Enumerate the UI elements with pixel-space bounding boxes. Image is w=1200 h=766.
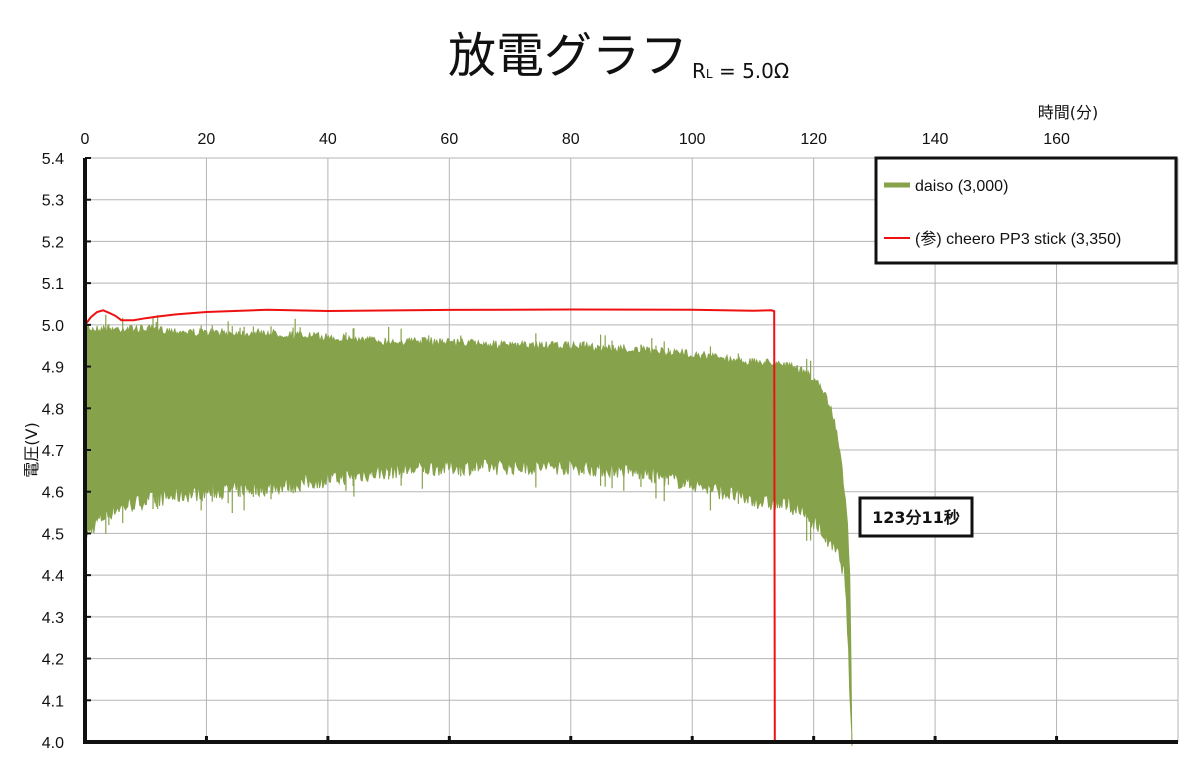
- subtitle-r: R: [692, 59, 706, 83]
- series-cheero-line: [84, 308, 776, 743]
- series-daiso-band: [84, 320, 853, 747]
- y-tick-label: 5.0: [42, 318, 64, 335]
- y-tick-label: 5.2: [42, 234, 64, 251]
- y-tick-label: 4.4: [42, 568, 64, 585]
- x-tick-label: 20: [198, 131, 216, 148]
- x-tick-label: 60: [440, 131, 458, 148]
- subtitle-subscript: L: [706, 67, 713, 81]
- subtitle-value: = 5.0Ω: [713, 59, 790, 83]
- x-tick-label: 120: [800, 131, 827, 148]
- y-tick-label: 5.4: [42, 151, 64, 168]
- y-tick-label: 4.7: [42, 443, 64, 460]
- legend: daiso (3,000) (参) cheero PP3 stick (3,35…: [874, 156, 1178, 265]
- y-tick-label: 4.9: [42, 360, 64, 377]
- x-tick-label: 0: [81, 131, 90, 148]
- annotation-text: 123分11秒: [872, 508, 960, 527]
- y-tick-label: 4.6: [42, 485, 64, 502]
- y-axis-title: 電圧(V): [22, 422, 41, 477]
- chart-subtitle: RL = 5.0Ω: [692, 59, 789, 83]
- x-tick-label: 100: [679, 131, 706, 148]
- y-tick-label: 4.3: [42, 610, 64, 627]
- y-tick-label: 5.1: [42, 276, 64, 293]
- x-tick-label: 160: [1043, 131, 1070, 148]
- y-tick-label: 4.8: [42, 401, 64, 418]
- series: [84, 308, 853, 747]
- y-tick-label: 4.0: [42, 735, 64, 752]
- legend-label-cheero: (参) cheero PP3 stick (3,350): [915, 230, 1121, 248]
- legend-box: [874, 156, 1178, 265]
- y-tick-label: 4.2: [42, 652, 64, 669]
- legend-label-daiso: daiso (3,000): [915, 178, 1008, 195]
- axes: [83, 157, 1178, 744]
- tick-labels: 0 20 40 60 80 100 120 140 160 4.0 4.1 4.2 4.3 4.4 4.5 4…: [42, 131, 1070, 752]
- end-time-annotation: 123分11秒: [858, 496, 974, 538]
- y-tick-label: 5.3: [42, 193, 64, 210]
- x-axis-title: 時間(分): [1038, 103, 1099, 122]
- x-tick-label: 40: [319, 131, 337, 148]
- chart-title: 放電グラフ: [448, 28, 688, 84]
- annotation-box: [858, 496, 974, 538]
- y-tick-label: 4.5: [42, 526, 64, 543]
- x-tick-label: 140: [922, 131, 949, 148]
- x-tick-label: 80: [562, 131, 580, 148]
- y-tick-label: 4.1: [42, 693, 64, 710]
